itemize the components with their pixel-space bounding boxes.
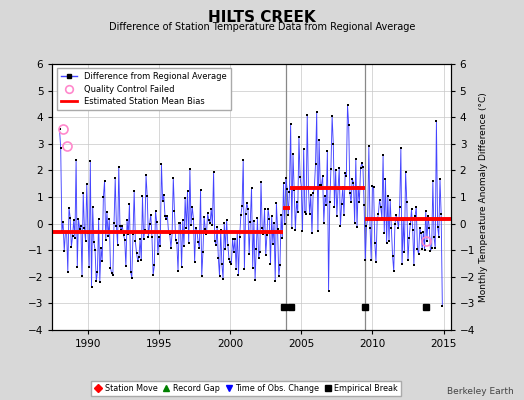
Y-axis label: Monthly Temperature Anomaly Difference (°C): Monthly Temperature Anomaly Difference (… — [479, 92, 488, 302]
Legend: Difference from Regional Average, Quality Control Failed, Estimated Station Mean: Difference from Regional Average, Qualit… — [57, 68, 231, 110]
Text: Difference of Station Temperature Data from Regional Average: Difference of Station Temperature Data f… — [109, 22, 415, 32]
Text: Berkeley Earth: Berkeley Earth — [447, 387, 514, 396]
Legend: Station Move, Record Gap, Time of Obs. Change, Empirical Break: Station Move, Record Gap, Time of Obs. C… — [91, 380, 401, 396]
Text: HILTS CREEK: HILTS CREEK — [208, 10, 316, 25]
